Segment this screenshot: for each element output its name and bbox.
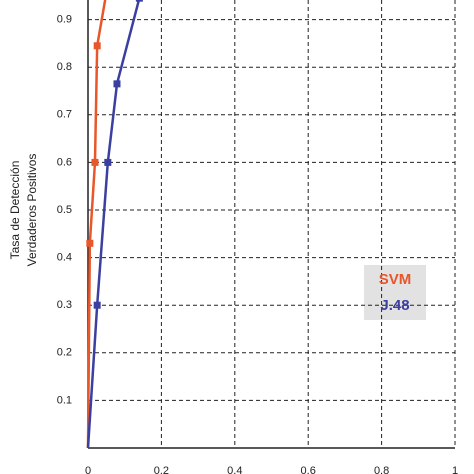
y-tick-label: 0.1 — [57, 394, 72, 406]
point — [104, 158, 112, 166]
y-axis-label: Tasa de Detección — [8, 161, 22, 260]
y-tick-label: 0.3 — [57, 299, 72, 311]
point — [93, 42, 101, 50]
legend-label: SVM — [379, 271, 412, 288]
point — [86, 239, 94, 247]
x-tick-label: 0.6 — [301, 465, 316, 474]
y-tick-label: 0.2 — [57, 347, 72, 359]
point — [113, 80, 121, 88]
x-tick-label: 0.8 — [374, 465, 389, 474]
y-tick-label: 0.7 — [57, 109, 72, 121]
x-tick-label: 1 — [452, 465, 458, 474]
legend-box — [364, 265, 426, 320]
y-tick-label: 0.6 — [57, 156, 72, 168]
y-tick-label: 0.9 — [57, 14, 72, 26]
y-tick-label: 0.5 — [57, 204, 72, 216]
legend-label: J.48 — [380, 297, 409, 314]
x-tick-label: 0.4 — [227, 465, 242, 474]
point — [93, 301, 101, 309]
y-axis-label: Verdaderos Positivos — [25, 154, 39, 267]
y-tick-label: 0.8 — [57, 61, 72, 73]
x-tick-label: 0.2 — [154, 465, 169, 474]
point — [135, 0, 143, 2]
y-tick-label: 0.4 — [57, 252, 72, 264]
point — [91, 158, 99, 166]
x-tick-label: 0 — [85, 465, 91, 474]
